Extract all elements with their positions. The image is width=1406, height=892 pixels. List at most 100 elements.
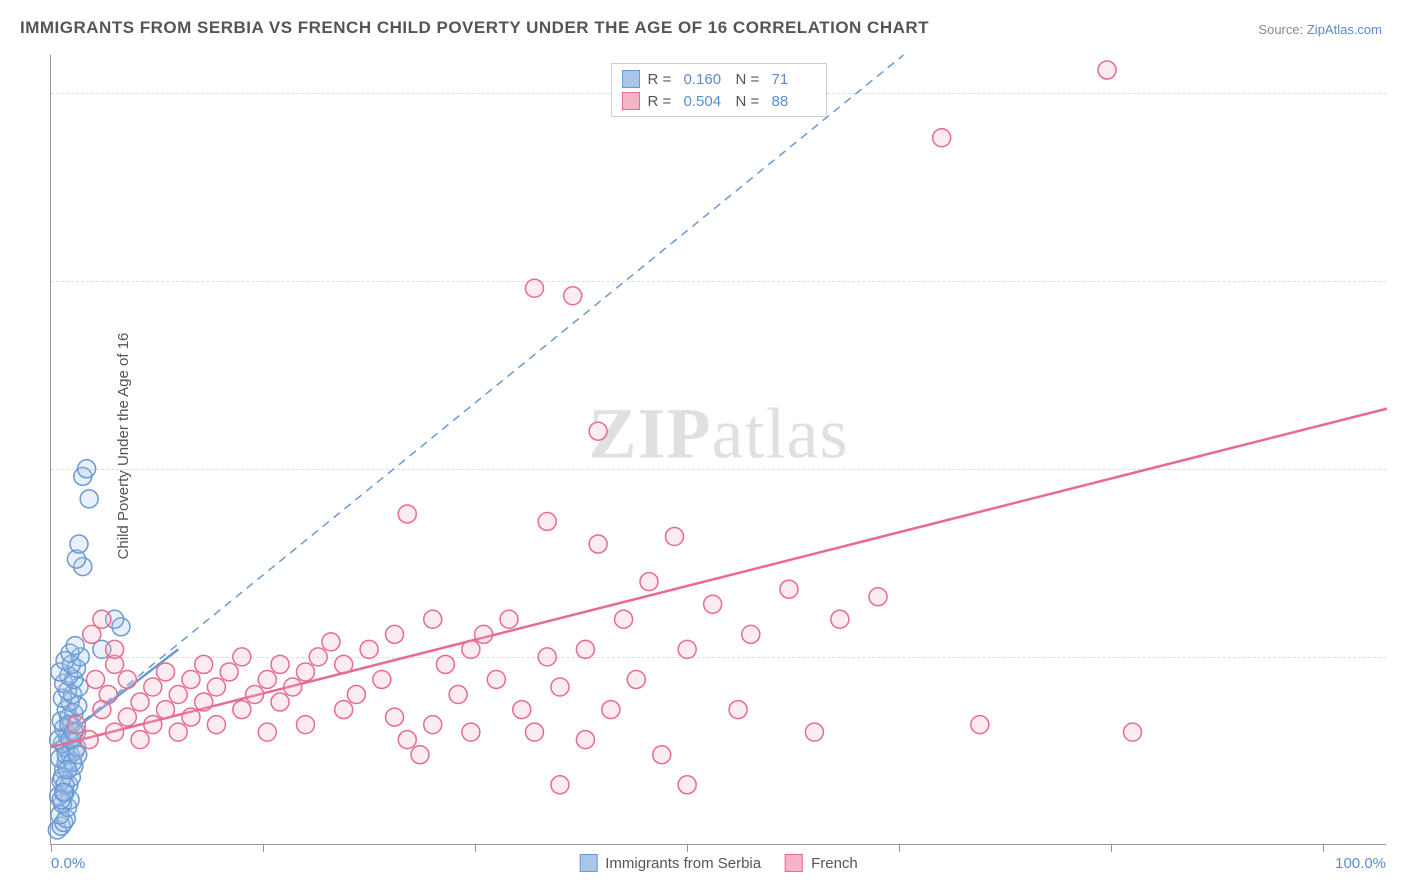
data-point xyxy=(602,701,620,719)
data-point xyxy=(729,701,747,719)
data-point xyxy=(220,663,238,681)
legend-item-serbia: Immigrants from Serbia xyxy=(579,854,761,872)
data-point xyxy=(93,610,111,628)
data-point xyxy=(398,505,416,523)
data-point xyxy=(70,535,88,553)
r-value-french: 0.504 xyxy=(684,93,728,110)
data-point xyxy=(615,610,633,628)
data-point xyxy=(106,640,124,658)
data-point xyxy=(55,783,73,801)
data-point xyxy=(526,723,544,741)
data-point xyxy=(258,723,276,741)
data-point xyxy=(131,693,149,711)
data-point xyxy=(284,678,302,696)
data-point xyxy=(627,670,645,688)
y-tick-label: 100.0% xyxy=(1396,84,1406,101)
data-point xyxy=(500,610,518,628)
data-point xyxy=(513,701,531,719)
x-axis-max-label: 100.0% xyxy=(1335,855,1386,872)
data-point xyxy=(80,731,98,749)
data-point xyxy=(576,640,594,658)
swatch-french-icon xyxy=(785,854,803,872)
r-value-serbia: 0.160 xyxy=(684,71,728,88)
data-point xyxy=(551,678,569,696)
swatch-french-icon xyxy=(622,92,640,110)
data-point xyxy=(182,708,200,726)
data-point xyxy=(869,588,887,606)
data-point xyxy=(360,640,378,658)
data-point xyxy=(207,678,225,696)
data-point xyxy=(589,422,607,440)
y-tick-label: 75.0% xyxy=(1396,272,1406,289)
n-label: N = xyxy=(736,93,764,110)
data-point xyxy=(157,663,175,681)
n-label: N = xyxy=(736,71,764,88)
data-point xyxy=(233,701,251,719)
data-point xyxy=(576,731,594,749)
legend-row-french: R = 0.504 N = 88 xyxy=(622,90,816,112)
data-point xyxy=(258,670,276,688)
data-point xyxy=(475,625,493,643)
y-tick-label: 50.0% xyxy=(1396,460,1406,477)
data-point xyxy=(131,731,149,749)
x-tick xyxy=(263,844,264,852)
r-label: R = xyxy=(648,71,676,88)
x-tick xyxy=(687,844,688,852)
data-point xyxy=(296,716,314,734)
data-point xyxy=(780,580,798,598)
series-legend: Immigrants from Serbia French xyxy=(579,854,858,872)
data-point xyxy=(309,648,327,666)
data-point xyxy=(157,701,175,719)
chart-title: IMMIGRANTS FROM SERBIA VS FRENCH CHILD P… xyxy=(20,18,929,38)
data-point xyxy=(653,746,671,764)
x-axis-min-label: 0.0% xyxy=(51,855,85,872)
plot-area: ZIPatlas 25.0%50.0%75.0%100.0% R = 0.160… xyxy=(50,55,1386,845)
source-link[interactable]: ZipAtlas.com xyxy=(1307,22,1382,37)
data-point xyxy=(80,490,98,508)
series-label-serbia: Immigrants from Serbia xyxy=(605,855,761,872)
data-point xyxy=(589,535,607,553)
data-point xyxy=(678,776,696,794)
data-point xyxy=(144,678,162,696)
data-point xyxy=(538,512,556,530)
data-point xyxy=(538,648,556,666)
data-point xyxy=(462,640,480,658)
data-point xyxy=(526,279,544,297)
x-tick xyxy=(51,844,52,852)
correlation-legend: R = 0.160 N = 71 R = 0.504 N = 88 xyxy=(611,63,827,117)
data-point xyxy=(335,701,353,719)
data-point xyxy=(449,686,467,704)
data-point xyxy=(99,686,117,704)
data-point xyxy=(564,287,582,305)
data-point xyxy=(386,708,404,726)
data-point xyxy=(704,595,722,613)
plot-svg xyxy=(51,55,1386,844)
source-label: Source: xyxy=(1258,22,1303,37)
data-point xyxy=(296,663,314,681)
swatch-serbia-icon xyxy=(579,854,597,872)
data-point xyxy=(195,655,213,673)
data-point xyxy=(271,655,289,673)
n-value-serbia: 71 xyxy=(772,71,816,88)
y-tick-label: 25.0% xyxy=(1396,648,1406,665)
x-tick xyxy=(1111,844,1112,852)
data-point xyxy=(1098,61,1116,79)
n-value-french: 88 xyxy=(772,93,816,110)
data-point xyxy=(67,716,85,734)
series-label-french: French xyxy=(811,855,858,872)
data-point xyxy=(78,460,96,478)
data-point xyxy=(933,129,951,147)
data-point xyxy=(182,670,200,688)
x-tick xyxy=(475,844,476,852)
data-point xyxy=(169,723,187,741)
data-point xyxy=(487,670,505,688)
data-point xyxy=(665,528,683,546)
r-label: R = xyxy=(648,93,676,110)
data-point xyxy=(424,716,442,734)
data-point xyxy=(169,686,187,704)
data-point xyxy=(118,708,136,726)
data-point xyxy=(233,648,251,666)
legend-item-french: French xyxy=(785,854,858,872)
data-point xyxy=(436,655,454,673)
data-point xyxy=(411,746,429,764)
